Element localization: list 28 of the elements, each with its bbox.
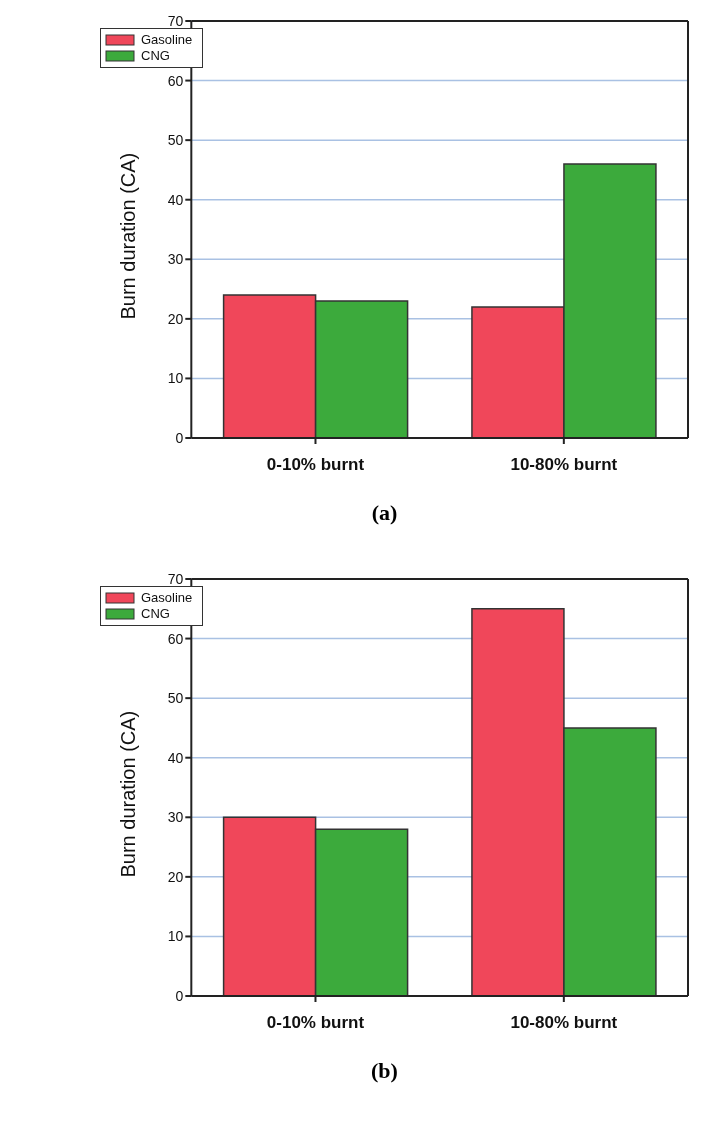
y-tick-label: 30 (167, 251, 184, 268)
text: (b) (370, 1058, 399, 1084)
y-tick-label: 0 (175, 429, 184, 446)
y-tick-label: 40 (167, 749, 184, 766)
x-tick-label: 0-10% burnt (266, 1013, 365, 1033)
y-tick-label: 30 (167, 809, 184, 826)
y-tick-label: 50 (167, 690, 184, 707)
y-axis-title: Burn duration (CA) (117, 152, 140, 320)
y-tick-label: 10 (167, 370, 184, 387)
legend-label: Gasoline (141, 590, 193, 606)
x-tick-label: 10-80% burnt (510, 455, 618, 475)
y-tick-label: 70 (167, 570, 184, 587)
y-tick-label: 0 (175, 987, 184, 1004)
y-tick-label: 20 (167, 310, 184, 327)
x-tick-label: 10-80% burnt (510, 1013, 618, 1033)
legend-label: CNG (141, 48, 170, 64)
text: (a) (370, 500, 399, 526)
y-axis-title: Burn duration (CA) (117, 710, 140, 878)
y-tick-label: 70 (167, 12, 184, 29)
legend-label: CNG (141, 606, 170, 622)
y-tick-label: 50 (167, 132, 184, 149)
x-tick-label: 0-10% burnt (266, 455, 365, 475)
y-tick-label: 60 (167, 630, 184, 647)
y-tick-label: 40 (167, 191, 184, 208)
legend-label: Gasoline (141, 32, 193, 48)
y-tick-label: 10 (167, 928, 184, 945)
y-tick-label: 60 (167, 72, 184, 89)
y-tick-label: 20 (167, 868, 184, 885)
